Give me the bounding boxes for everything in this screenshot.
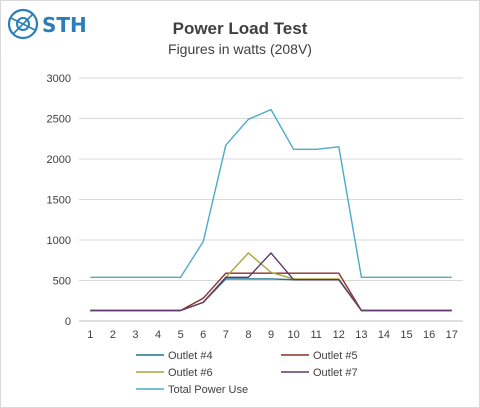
x-tick-label: 12: [333, 329, 345, 341]
x-tick-label: 14: [378, 329, 390, 341]
x-tick-label: 15: [400, 329, 412, 341]
legend-label: Outlet #5: [313, 350, 358, 362]
series-line-total-power-use: [90, 108, 452, 278]
gridlines: [79, 77, 463, 281]
x-tick-label: 17: [446, 329, 458, 341]
x-tick-label: 11: [310, 329, 321, 341]
series-lines: [90, 108, 452, 312]
x-tick-label: 6: [200, 329, 206, 341]
series-line-outlet-4: [90, 278, 452, 312]
legend-label: Outlet #4: [168, 350, 213, 362]
y-tick-label: 3000: [47, 73, 71, 85]
x-tick-label: 8: [245, 329, 251, 341]
series-line-outlet-6: [90, 252, 452, 312]
legend: Outlet #4 Outlet #5 Outlet #6 Outlet #7 Tota…: [136, 350, 358, 396]
x-tick-label: 7: [223, 329, 229, 341]
x-tick-label: 4: [155, 329, 161, 341]
x-tick-label: 16: [423, 329, 435, 341]
x-tick-label: 2: [110, 329, 116, 341]
x-tick-label: 9: [268, 329, 274, 341]
x-tick-label: 1: [87, 329, 93, 341]
y-tick-label: 2000: [47, 154, 71, 166]
y-tick-label: 500: [53, 276, 71, 288]
chart-subtitle: Figures in watts (208V): [168, 41, 312, 57]
series-line-outlet-7: [90, 252, 452, 312]
legend-label: Total Power Use: [168, 384, 248, 396]
y-tick-label: 0: [65, 316, 71, 328]
y-tick-label: 2500: [47, 114, 71, 126]
x-tick-label: 13: [355, 329, 367, 341]
legend-label: Outlet #7: [313, 367, 358, 379]
x-tick-label: 10: [287, 329, 299, 341]
sth-logo: STH: [7, 8, 87, 40]
y-tick-label: 1500: [47, 195, 71, 207]
x-tick-label: 3: [132, 329, 138, 341]
x-tick-label: 5: [178, 329, 184, 341]
y-tick-label: 1000: [47, 235, 71, 247]
chart-title: Power Load Test: [172, 19, 308, 38]
legend-label: Outlet #6: [168, 367, 213, 379]
logo-text: STH: [42, 13, 87, 37]
